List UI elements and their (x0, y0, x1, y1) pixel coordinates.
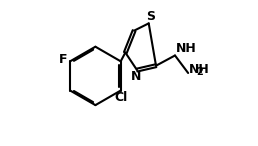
Text: 2: 2 (197, 67, 203, 77)
Text: S: S (146, 10, 155, 23)
Text: Cl: Cl (115, 91, 128, 104)
Text: N: N (131, 70, 141, 83)
Text: NH: NH (189, 63, 209, 76)
Text: F: F (59, 53, 68, 66)
Text: NH: NH (175, 42, 196, 55)
